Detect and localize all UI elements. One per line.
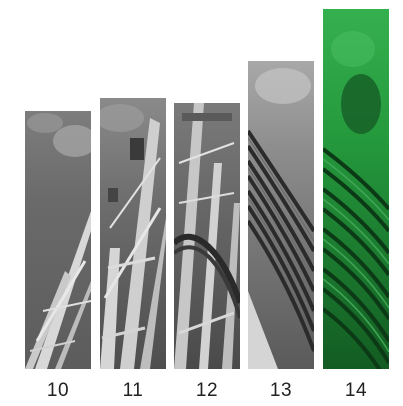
tower-photo-12	[174, 103, 240, 369]
image-panel-10	[25, 111, 91, 369]
cable-photo-14-green	[323, 9, 389, 369]
panel-label-13: 13	[269, 380, 293, 401]
image-panel-14	[323, 9, 389, 369]
cable-photo-13	[248, 61, 314, 369]
image-panel-11	[100, 98, 166, 369]
image-panel-12	[174, 103, 240, 369]
panel-label-14: 14	[344, 380, 368, 401]
image-panel-13	[248, 61, 314, 369]
tower-photo-11	[100, 98, 166, 369]
tower-photo-10	[25, 111, 91, 369]
panel-label-12: 12	[195, 380, 219, 401]
panel-label-10: 10	[46, 380, 70, 401]
panel-label-11: 11	[122, 380, 144, 401]
